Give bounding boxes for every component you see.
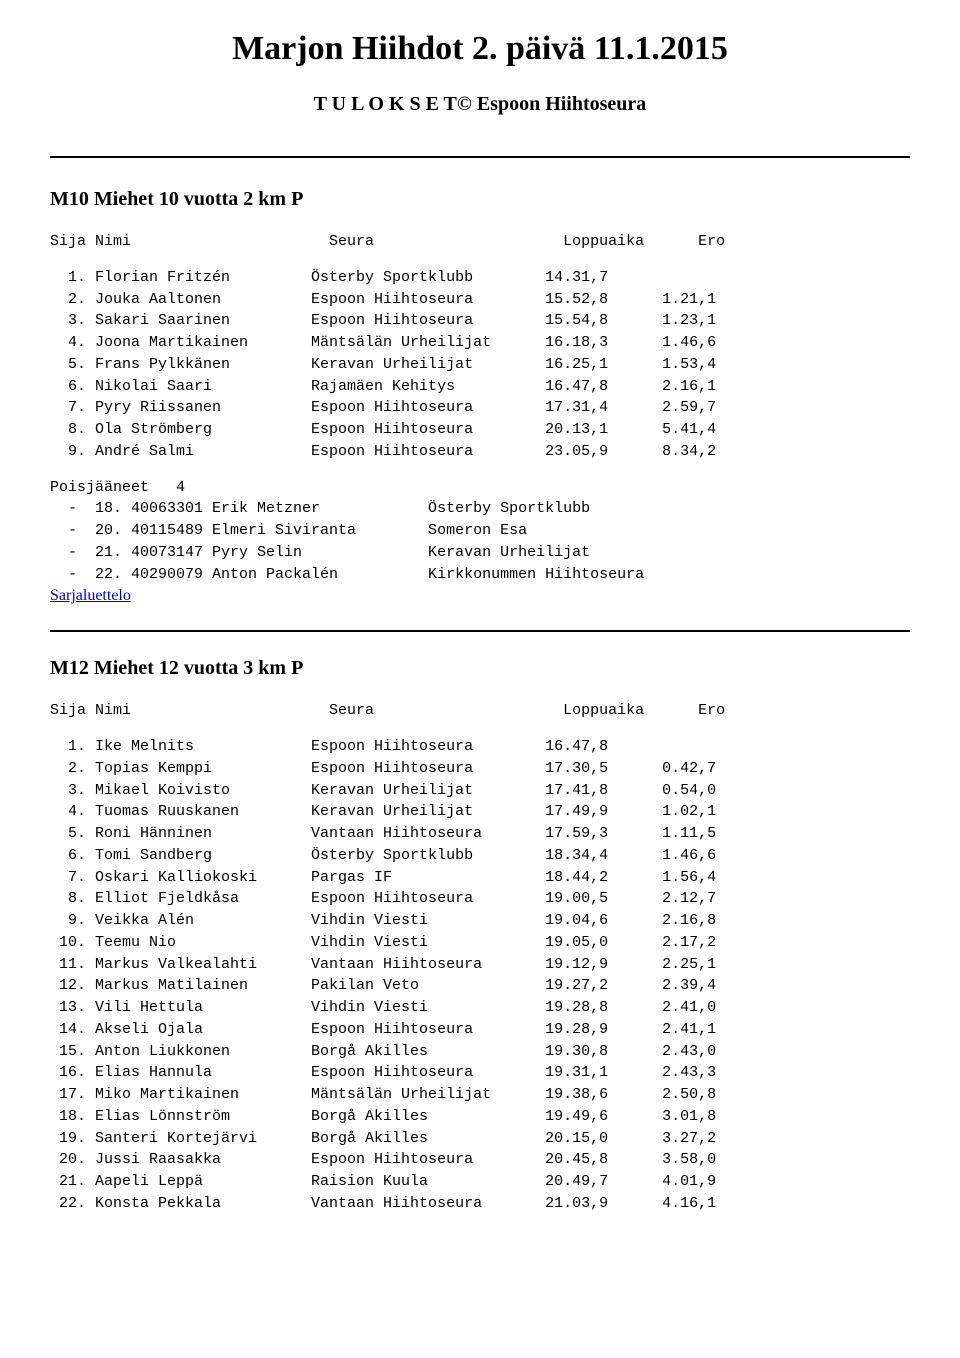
table-row: 7. Pyry Riissanen Espoon Hiihtoseura 17.… bbox=[50, 397, 910, 419]
dns-row: - 20. 40115489 Elmeri Siviranta Someron … bbox=[50, 520, 910, 542]
table-row: 6. Nikolai Saari Rajamäen Kehitys 16.47,… bbox=[50, 376, 910, 398]
dns-row: - 18. 40063301 Erik Metzner Österby Spor… bbox=[50, 498, 910, 520]
table-row: 8. Elliot Fjeldkåsa Espoon Hiihtoseura 1… bbox=[50, 888, 910, 910]
table-row: 21. Aapeli Leppä Raision Kuula 20.49,7 4… bbox=[50, 1171, 910, 1193]
series-link[interactable]: Sarjaluettelo bbox=[50, 587, 131, 605]
table-row: 1. Ike Melnits Espoon Hiihtoseura 16.47,… bbox=[50, 736, 910, 758]
table-row: 20. Jussi Raasakka Espoon Hiihtoseura 20… bbox=[50, 1149, 910, 1171]
table-row: 19. Santeri Kortejärvi Borgå Akilles 20.… bbox=[50, 1128, 910, 1150]
dns-row: - 22. 40290079 Anton Packalén Kirkkonumm… bbox=[50, 564, 910, 586]
table-header: Sija Nimi Seura Loppuaika Ero bbox=[50, 700, 910, 722]
table-row: 11. Markus Valkealahti Vantaan Hiihtoseu… bbox=[50, 954, 910, 976]
table-row: 17. Miko Martikainen Mäntsälän Urheilija… bbox=[50, 1084, 910, 1106]
table-row: 2. Topias Kemppi Espoon Hiihtoseura 17.3… bbox=[50, 758, 910, 780]
divider bbox=[50, 156, 910, 158]
dns-header: Poisjääneet 4 bbox=[50, 477, 910, 499]
page-title: Marjon Hiihdot 2. päivä 11.1.2015 bbox=[50, 30, 910, 68]
table-row: 5. Frans Pylkkänen Keravan Urheilijat 16… bbox=[50, 354, 910, 376]
table-row: 5. Roni Hänninen Vantaan Hiihtoseura 17.… bbox=[50, 823, 910, 845]
table-row: 10. Teemu Nio Vihdin Viesti 19.05,0 2.17… bbox=[50, 932, 910, 954]
table-header: Sija Nimi Seura Loppuaika Ero bbox=[50, 231, 910, 253]
dns-row: - 21. 40073147 Pyry Selin Keravan Urheil… bbox=[50, 542, 910, 564]
section-title: M10 Miehet 10 vuotta 2 km P bbox=[50, 188, 910, 211]
table-row: 6. Tomi Sandberg Österby Sportklubb 18.3… bbox=[50, 845, 910, 867]
section-title: M12 Miehet 12 vuotta 3 km P bbox=[50, 657, 910, 680]
table-row: 9. Veikka Alén Vihdin Viesti 19.04,6 2.1… bbox=[50, 910, 910, 932]
table-row: 22. Konsta Pekkala Vantaan Hiihtoseura 2… bbox=[50, 1193, 910, 1215]
table-row: 8. Ola Strömberg Espoon Hiihtoseura 20.1… bbox=[50, 419, 910, 441]
table-row: 13. Vili Hettula Vihdin Viesti 19.28,8 2… bbox=[50, 997, 910, 1019]
table-row: 4. Joona Martikainen Mäntsälän Urheilija… bbox=[50, 332, 910, 354]
table-row: 12. Markus Matilainen Pakilan Veto 19.27… bbox=[50, 975, 910, 997]
table-row: 4. Tuomas Ruuskanen Keravan Urheilijat 1… bbox=[50, 801, 910, 823]
table-row: 18. Elias Lönnström Borgå Akilles 19.49,… bbox=[50, 1106, 910, 1128]
table-row: 16. Elias Hannula Espoon Hiihtoseura 19.… bbox=[50, 1062, 910, 1084]
table-row: 2. Jouka Aaltonen Espoon Hiihtoseura 15.… bbox=[50, 289, 910, 311]
table-row: 9. André Salmi Espoon Hiihtoseura 23.05,… bbox=[50, 441, 910, 463]
table-row: 3. Sakari Saarinen Espoon Hiihtoseura 15… bbox=[50, 310, 910, 332]
divider bbox=[50, 630, 910, 632]
table-row: 15. Anton Liukkonen Borgå Akilles 19.30,… bbox=[50, 1041, 910, 1063]
page-subtitle: T U L O K S E T© Espoon Hiihtoseura bbox=[50, 93, 910, 116]
table-row: 1. Florian Fritzén Österby Sportklubb 14… bbox=[50, 267, 910, 289]
table-row: 7. Oskari Kalliokoski Pargas IF 18.44,2 … bbox=[50, 867, 910, 889]
table-row: 14. Akseli Ojala Espoon Hiihtoseura 19.2… bbox=[50, 1019, 910, 1041]
table-row: 3. Mikael Koivisto Keravan Urheilijat 17… bbox=[50, 780, 910, 802]
